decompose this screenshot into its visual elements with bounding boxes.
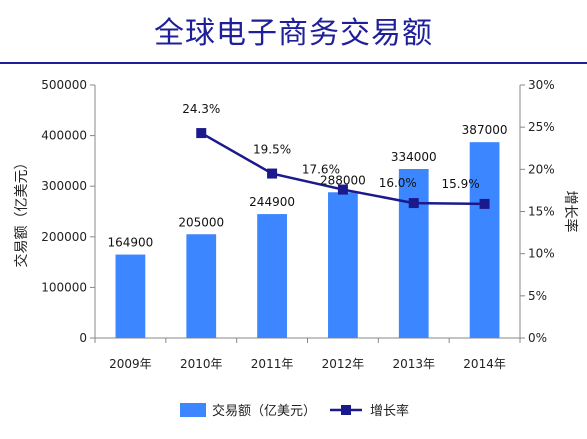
x-tick-label: 2011年 <box>251 357 294 371</box>
line-data-label: 15.9% <box>442 177 480 191</box>
y2-tick-label: 15% <box>528 205 555 219</box>
legend-label-line: 增长率 <box>370 403 409 419</box>
line-data-label: 16.0% <box>379 176 417 190</box>
y2-tick-label: 0% <box>528 331 547 345</box>
axes: 0 100000 200000 300000 400000 500000 0% 5% 10% 15… <box>13 78 579 371</box>
legend: 交易额（亿美元） 增长率 <box>180 403 409 419</box>
line-data-label: 17.6% <box>302 163 340 177</box>
title-divider <box>0 62 587 64</box>
line-data-label: 24.3% <box>182 102 220 116</box>
data-labels: 164900 205000 244900 288000 334000 387000 24.3… <box>108 102 508 249</box>
line-point-marker <box>337 184 348 195</box>
y2-tick-label: 10% <box>528 247 555 261</box>
y-axis-title: 交易额（亿美元） <box>13 156 30 268</box>
bar-data-label: 334000 <box>391 150 437 164</box>
y2-tick-label: 20% <box>528 162 555 176</box>
line-point-marker <box>408 198 419 209</box>
line-point-marker <box>267 168 278 179</box>
x-tick-label: 2014年 <box>463 357 506 371</box>
legend-swatch-marker <box>341 405 351 415</box>
bar-data-label: 244900 <box>249 195 295 209</box>
bar <box>257 214 287 338</box>
x-tick-label: 2012年 <box>322 357 365 371</box>
bar <box>469 142 500 338</box>
legend-swatch-bar <box>180 403 206 417</box>
y2-axis-title: 增长率 <box>562 191 579 233</box>
bar <box>115 254 146 338</box>
bar-data-label: 288000 <box>320 173 366 187</box>
bar-data-label: 164900 <box>108 236 154 250</box>
y2-tick-label: 5% <box>528 289 547 303</box>
legend-label-bar: 交易额（亿美元） <box>212 403 316 419</box>
chart-title: 全球电子商务交易额 <box>154 16 433 51</box>
line-data-label: 19.5% <box>253 143 291 157</box>
y2-tick-label: 25% <box>528 120 555 134</box>
line-series <box>196 128 490 209</box>
bar <box>186 234 217 338</box>
y2-tick-label: 30% <box>528 78 555 92</box>
line-point-marker <box>196 128 207 139</box>
bar-series <box>115 142 500 338</box>
line-point-marker <box>479 198 490 209</box>
y-tick-label: 300000 <box>41 179 87 193</box>
x-tick-label: 2009年 <box>109 357 152 371</box>
bar-data-label: 387000 <box>462 123 508 137</box>
y-tick-label: 100000 <box>41 280 87 294</box>
y-tick-label: 200000 <box>41 230 87 244</box>
bar <box>398 168 429 338</box>
y-tick-label: 400000 <box>41 129 87 143</box>
bar <box>328 192 358 338</box>
y-tick-label: 0 <box>79 331 87 345</box>
x-tick-label: 2013年 <box>392 357 435 371</box>
x-tick-label: 2010年 <box>180 357 223 371</box>
bar-data-label: 205000 <box>178 215 224 229</box>
y-tick-label: 500000 <box>41 78 87 92</box>
